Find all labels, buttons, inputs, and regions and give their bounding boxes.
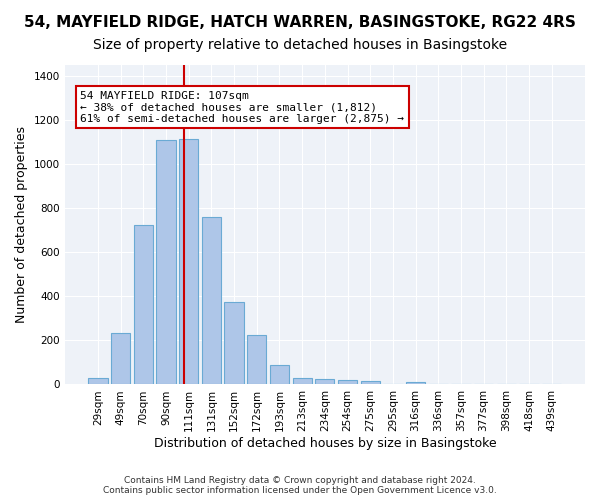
Bar [361, 381, 380, 384]
Bar [247, 335, 266, 384]
Text: 54 MAYFIELD RIDGE: 107sqm
← 38% of detached houses are smaller (1,812)
61% of se: 54 MAYFIELD RIDGE: 107sqm ← 38% of detac… [80, 90, 404, 124]
Bar [88, 378, 107, 384]
Bar [202, 217, 221, 384]
Bar [270, 364, 289, 384]
Bar [134, 224, 153, 384]
Bar [224, 302, 244, 384]
Bar [111, 332, 130, 384]
Text: Size of property relative to detached houses in Basingstoke: Size of property relative to detached ho… [93, 38, 507, 52]
X-axis label: Distribution of detached houses by size in Basingstoke: Distribution of detached houses by size … [154, 437, 496, 450]
Y-axis label: Number of detached properties: Number of detached properties [15, 126, 28, 323]
Bar [293, 378, 312, 384]
Text: 54, MAYFIELD RIDGE, HATCH WARREN, BASINGSTOKE, RG22 4RS: 54, MAYFIELD RIDGE, HATCH WARREN, BASING… [24, 15, 576, 30]
Bar [179, 139, 199, 384]
Bar [406, 382, 425, 384]
Text: Contains HM Land Registry data © Crown copyright and database right 2024.
Contai: Contains HM Land Registry data © Crown c… [103, 476, 497, 495]
Bar [338, 380, 357, 384]
Bar [157, 140, 176, 384]
Bar [315, 379, 334, 384]
